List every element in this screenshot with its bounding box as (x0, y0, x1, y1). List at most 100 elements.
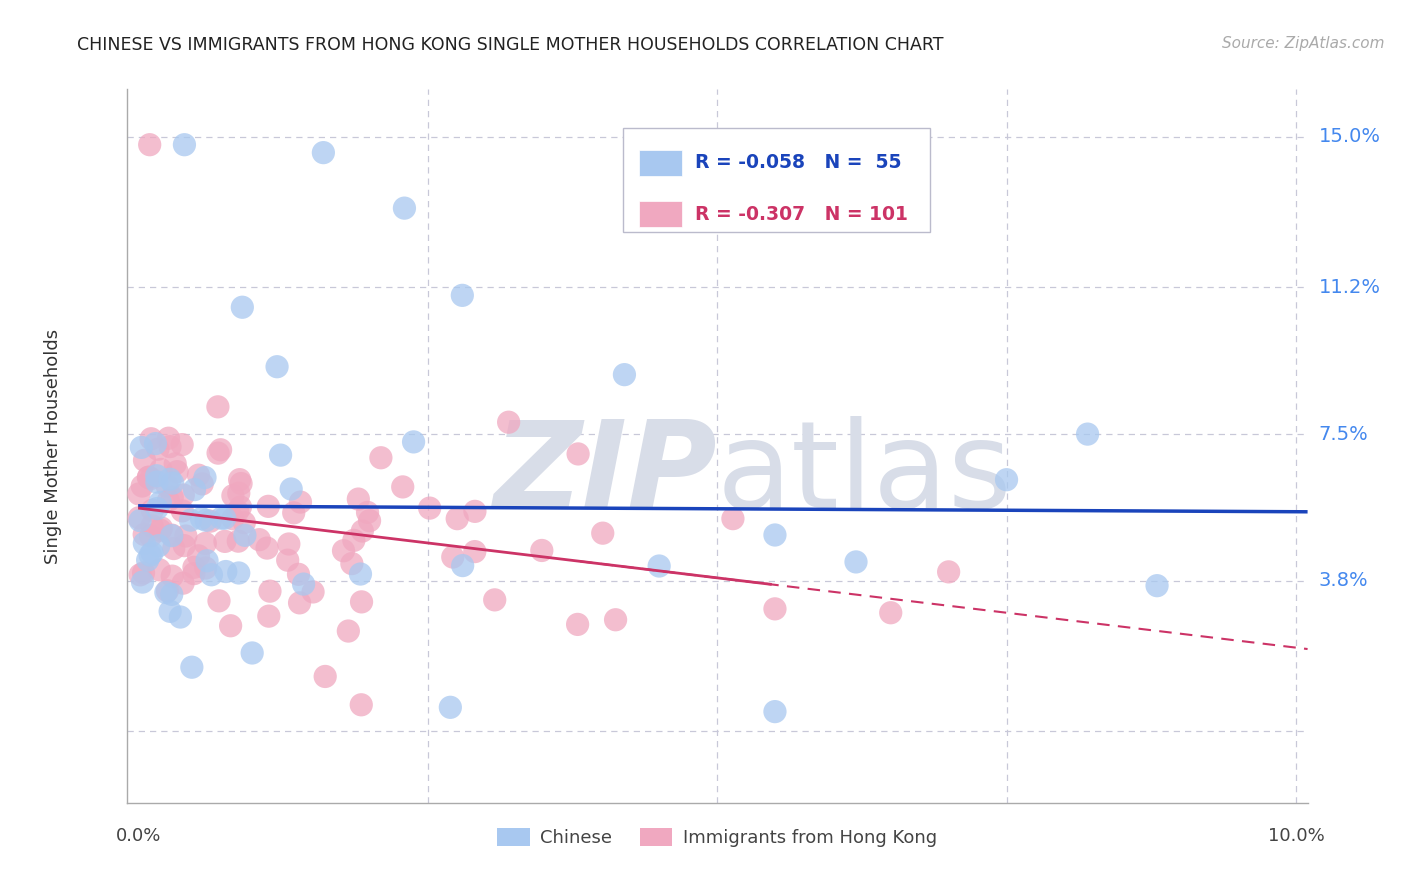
Text: ZIP: ZIP (494, 416, 717, 533)
Point (141, 546, 163, 560)
Point (229, 476, 252, 491)
Point (370, 450, 392, 465)
Point (165, 457, 187, 471)
Point (292, 577, 315, 591)
Point (129, 514, 152, 528)
Point (128, 487, 150, 501)
Point (259, 584, 281, 599)
Point (1077, 427, 1099, 442)
Point (138, 470, 160, 484)
Point (139, 471, 162, 485)
Point (141, 503, 163, 517)
Point (195, 554, 218, 568)
Point (592, 526, 614, 541)
Point (194, 561, 217, 575)
FancyBboxPatch shape (640, 202, 682, 227)
Point (200, 567, 222, 582)
Point (356, 505, 378, 519)
Point (343, 533, 366, 548)
Point (160, 528, 183, 542)
Point (162, 476, 184, 491)
Point (180, 660, 202, 674)
Point (160, 587, 183, 601)
Point (200, 514, 222, 528)
Point (464, 544, 486, 558)
Point (146, 442, 169, 457)
Point (648, 559, 671, 574)
Point (391, 480, 413, 494)
Point (302, 585, 325, 599)
Point (139, 548, 162, 562)
Point (131, 441, 153, 455)
Point (763, 528, 786, 542)
Point (257, 500, 280, 514)
Point (134, 527, 156, 541)
Point (134, 453, 156, 467)
Point (207, 400, 229, 414)
Point (763, 602, 786, 616)
Point (332, 543, 354, 558)
Point (128, 510, 150, 524)
Point (763, 705, 786, 719)
Point (131, 479, 153, 493)
Point (880, 606, 903, 620)
Text: atlas: atlas (717, 416, 1012, 533)
Point (187, 468, 209, 483)
Point (394, 201, 416, 215)
Text: 3.8%: 3.8% (1319, 571, 1368, 591)
Point (146, 501, 169, 516)
Text: R = -0.058   N =  55: R = -0.058 N = 55 (695, 153, 901, 172)
Text: Single Mother Households: Single Mother Households (45, 328, 62, 564)
Point (605, 613, 627, 627)
Point (139, 432, 162, 446)
Point (484, 592, 506, 607)
Point (228, 473, 250, 487)
Point (498, 415, 520, 429)
Point (150, 521, 173, 535)
Point (229, 500, 252, 514)
Point (183, 566, 205, 581)
Point (277, 537, 299, 551)
Point (340, 557, 363, 571)
Text: 15.0%: 15.0% (1319, 128, 1381, 146)
Point (156, 583, 179, 598)
Point (187, 549, 209, 563)
Point (155, 585, 177, 599)
Point (228, 566, 250, 580)
Point (149, 495, 172, 509)
Point (222, 512, 245, 526)
Point (228, 486, 250, 500)
Point (288, 596, 311, 610)
Point (138, 470, 160, 484)
Point (159, 604, 181, 618)
Point (209, 442, 232, 457)
Point (530, 543, 553, 558)
Point (208, 594, 231, 608)
FancyBboxPatch shape (640, 150, 682, 176)
Point (141, 518, 163, 533)
Text: R = -0.307   N = 101: R = -0.307 N = 101 (695, 204, 907, 224)
Point (451, 288, 474, 302)
Point (157, 431, 180, 445)
Point (464, 504, 486, 518)
Point (214, 511, 236, 525)
Point (231, 300, 253, 314)
Point (845, 555, 868, 569)
Point (347, 492, 370, 507)
Point (183, 483, 205, 497)
Point (194, 536, 217, 550)
Point (613, 368, 636, 382)
Point (283, 506, 305, 520)
Text: 7.5%: 7.5% (1319, 425, 1368, 443)
Point (233, 516, 256, 530)
Point (159, 440, 181, 454)
Point (349, 567, 371, 582)
Point (240, 646, 263, 660)
Point (219, 619, 242, 633)
Point (179, 513, 201, 527)
Point (139, 529, 162, 543)
Point (172, 488, 194, 502)
Point (131, 575, 153, 590)
Point (314, 669, 336, 683)
Point (172, 504, 194, 518)
